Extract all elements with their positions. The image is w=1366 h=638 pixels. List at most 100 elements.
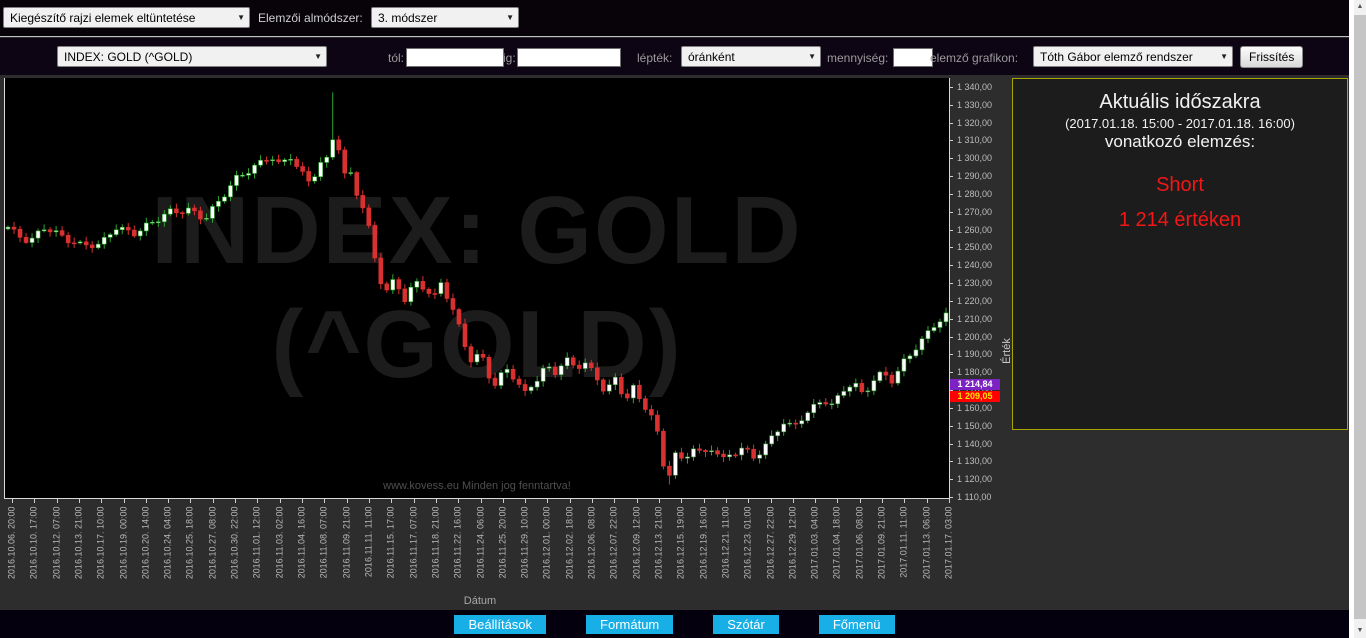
candle-body <box>721 453 726 458</box>
candle-body <box>787 422 792 425</box>
candle-body <box>432 293 438 295</box>
x-axis-label: 2016.12.27. 22:00 <box>765 506 776 580</box>
candle-body <box>306 171 311 182</box>
y-axis-label: 1 230,00 <box>957 278 993 289</box>
candle-body <box>751 448 756 459</box>
main-menu-button[interactable]: Főmenü <box>818 614 895 634</box>
x-axis-label: 2016.12.15. 19:00 <box>675 506 686 580</box>
x-axis-tick <box>101 499 103 503</box>
candle-body <box>186 207 191 214</box>
candle-body <box>697 448 702 451</box>
candle-body <box>516 378 522 385</box>
candle-body <box>691 448 696 458</box>
candle-body <box>35 230 41 239</box>
analyzer-select[interactable]: Tóth Gábor elemző rendszer ▼ <box>1033 46 1233 67</box>
refresh-button[interactable]: Frissítés <box>1240 46 1304 68</box>
x-axis-label: 2016.12.07. 22:00 <box>608 506 619 580</box>
current-price-tag: 1 214,84 <box>950 379 1000 390</box>
x-axis-tick <box>34 499 36 503</box>
candle-body <box>733 454 738 457</box>
chevron-down-icon: ▼ <box>506 13 514 22</box>
from-date-input[interactable] <box>406 48 504 67</box>
candle-body <box>865 390 871 393</box>
candle-body <box>510 368 516 380</box>
to-date-input[interactable] <box>517 48 621 67</box>
candle-body <box>504 368 510 373</box>
x-axis-tick <box>592 499 594 503</box>
x-axis-tick <box>502 499 504 503</box>
y-axis-tick <box>949 479 953 481</box>
y-axis-label: 1 330,00 <box>957 99 993 110</box>
candle-body <box>895 370 901 384</box>
y-axis-tick <box>949 372 953 374</box>
x-axis-label: 2016.10.25. 18:00 <box>184 506 195 580</box>
x-axis-label: 2016.12.09. 12:00 <box>631 506 642 580</box>
x-axis-tick <box>324 499 326 503</box>
x-axis-label: 2016.11.24. 06:00 <box>475 506 485 579</box>
x-axis-label: 2016.11.25. 20:00 <box>497 506 508 579</box>
candle-body <box>913 349 919 357</box>
candle-body <box>883 371 889 376</box>
scrollbar-thumb[interactable] <box>1354 15 1366 619</box>
submethod-select[interactable]: 3. módszer ▼ <box>371 7 519 28</box>
x-axis-label: 2017.01.17. 03:00 <box>943 506 954 580</box>
candle-body <box>294 159 299 167</box>
x-axis-tick <box>413 499 415 503</box>
x-axis-tick <box>257 499 259 503</box>
candle-body <box>77 241 83 244</box>
candle-body <box>59 230 65 236</box>
candle-body <box>71 242 77 245</box>
y-axis-label: 1 310,00 <box>957 135 993 146</box>
dictionary-button[interactable]: Szótár <box>713 614 779 634</box>
candle-body <box>468 346 474 363</box>
chevron-down-icon: ▼ <box>314 52 322 61</box>
x-axis-tick <box>770 499 772 503</box>
toolbar-query: INDEX: GOLD (^GOLD) ▼ tól: ig: lépték: ó… <box>0 38 1349 75</box>
scroll-down-icon[interactable]: ▼ <box>1354 624 1366 638</box>
x-axis-label: 2017.01.11. 11:00 <box>898 506 909 578</box>
scale-select[interactable]: óránként ▼ <box>681 46 821 67</box>
candle-body <box>679 452 684 459</box>
y-axis-tick <box>949 407 953 409</box>
y-axis-tick <box>949 265 953 267</box>
candle-body <box>83 241 89 246</box>
candle-body <box>769 435 774 445</box>
x-axis-tick <box>525 499 527 503</box>
candle-body <box>823 402 829 405</box>
x-axis-label: 2016.10.30. 22:00 <box>229 506 240 580</box>
x-axis-tick <box>123 499 125 503</box>
candlestick-chart[interactable]: INDEX: GOLD (^GOLD) www.kovess.eu Minden… <box>4 78 950 499</box>
candle-body <box>486 356 492 379</box>
candle-body <box>480 354 486 358</box>
symbol-select[interactable]: INDEX: GOLD (^GOLD) ▼ <box>57 46 327 67</box>
x-axis-label: 2016.10.06. 20:00 <box>6 506 17 580</box>
candle-body <box>805 412 811 421</box>
x-axis-tick <box>748 499 750 503</box>
candle-body <box>853 383 859 388</box>
candle-body <box>606 384 612 392</box>
x-axis-label: 2016.10.27. 08:00 <box>207 506 218 580</box>
y-axis-label: 1 240,00 <box>957 260 993 271</box>
y-axis-tick <box>949 140 953 142</box>
signal-direction: Short <box>1156 174 1204 196</box>
scale-label: lépték: <box>637 51 673 65</box>
y-axis-label: 1 270,00 <box>957 206 993 217</box>
candle-body <box>570 357 576 366</box>
vertical-scrollbar[interactable]: ▲ ▼ <box>1354 0 1366 638</box>
candle-body <box>715 450 720 455</box>
submethod-label: Elemzői almódszer: <box>258 11 363 25</box>
x-axis-label: 2016.11.17. 07:00 <box>408 506 419 579</box>
drawing-elements-select[interactable]: Kiegészítő rajzi elemek eltüntetése ▼ <box>3 7 250 28</box>
scroll-up-icon[interactable]: ▲ <box>1354 0 1366 14</box>
candle-body <box>17 228 23 238</box>
copyright-watermark: www.kovess.eu Minden jog fenntartva! <box>383 480 571 492</box>
settings-button[interactable]: Beállítások <box>454 614 547 634</box>
y-axis-tick <box>949 354 953 356</box>
candle-body <box>414 281 420 288</box>
y-axis-tick <box>949 425 953 427</box>
x-axis-label: 2016.10.24. 04:00 <box>162 506 173 580</box>
format-button[interactable]: Formátum <box>586 614 674 634</box>
y-axis-tick <box>949 193 953 195</box>
quantity-input[interactable] <box>893 48 933 67</box>
y-axis-tick <box>949 211 953 213</box>
